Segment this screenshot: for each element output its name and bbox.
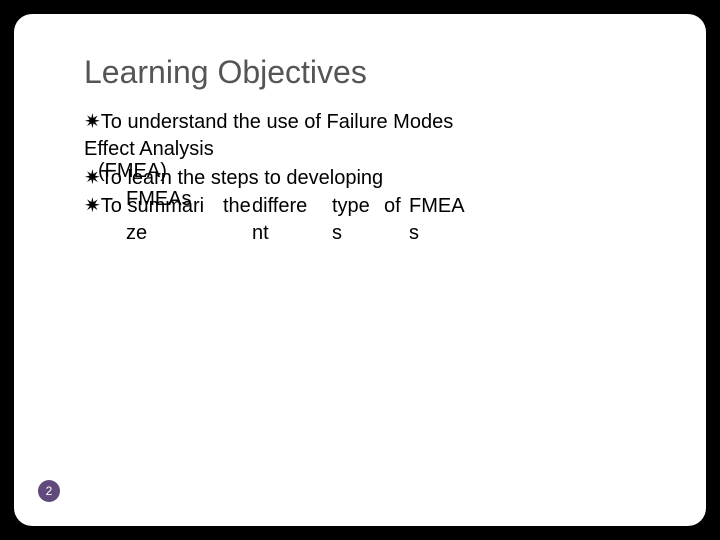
text-l3f: of (384, 193, 401, 220)
text-l3e: type (332, 193, 370, 220)
bullet-icon: ✷ (84, 111, 101, 133)
bullet-3: ✷To summari (84, 193, 204, 220)
bullet-1: ✷To understand the use of Failure Modes (84, 109, 453, 136)
text-l4a: ze (126, 220, 147, 247)
text-l1a: To understand the use of Failure Modes (101, 111, 453, 133)
bullet-icon: ✷ (84, 167, 101, 189)
slide-title: Learning Objectives (84, 54, 636, 91)
text-l3d: differe (252, 193, 307, 220)
slide: Learning Objectives ✷To understand the u… (14, 14, 706, 526)
text-l4d: s (409, 220, 419, 247)
text-l3c: the (223, 193, 251, 220)
text-l3b: To summari (101, 195, 204, 217)
text-l3g: FMEA (409, 193, 465, 220)
page-number-badge: 2 (38, 480, 60, 502)
text-l4c: s (332, 220, 342, 247)
bullet-icon: ✷ (84, 195, 101, 217)
page-number: 2 (46, 484, 53, 498)
text-l4b: nt (252, 220, 269, 247)
